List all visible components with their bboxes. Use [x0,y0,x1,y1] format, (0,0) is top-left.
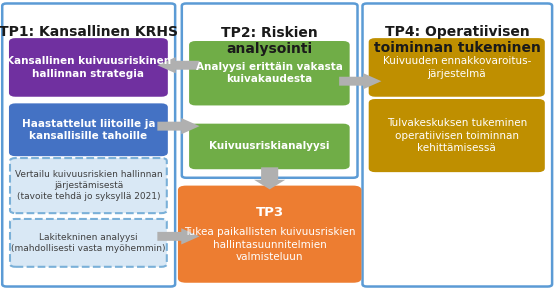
Text: Vertailu kuivuusriskien hallinnan
järjestämisestä
(tavoite tehdä jo syksyllä 202: Vertailu kuivuusriskien hallinnan järjes… [14,170,162,201]
FancyBboxPatch shape [10,104,167,155]
FancyBboxPatch shape [182,3,358,178]
FancyBboxPatch shape [10,219,167,267]
Text: Lakitekninen analyysi
(mahdollisesti vasta myöhemmin): Lakitekninen analyysi (mahdollisesti vas… [11,233,166,253]
Polygon shape [339,73,381,89]
Text: Tukea paikallisten kuivuusriskien
hallintasuunnitelmien
valmisteluun: Tukea paikallisten kuivuusriskien hallin… [184,227,355,262]
Text: Kuivuuden ennakkovaroitus-
järjestelmä: Kuivuuden ennakkovaroitus- järjestelmä [383,56,531,79]
FancyBboxPatch shape [370,100,544,171]
FancyBboxPatch shape [10,158,167,213]
Text: TP4: Operatiivisen
toiminnan tukeminen: TP4: Operatiivisen toiminnan tukeminen [374,25,541,55]
Text: Kuivuusriskianalyysi: Kuivuusriskianalyysi [209,142,330,151]
FancyBboxPatch shape [10,39,167,96]
Text: TP3: TP3 [256,206,284,219]
FancyBboxPatch shape [2,3,175,287]
Polygon shape [157,228,200,244]
Text: Tulvakeskuksen tukeminen
operatiivisen toiminnan
kehittämisessä: Tulvakeskuksen tukeminen operatiivisen t… [386,118,527,153]
Text: TP2: Riskien
analysointi: TP2: Riskien analysointi [221,26,318,56]
Polygon shape [157,118,200,134]
Text: TP1: Kansallinen KRHS: TP1: Kansallinen KRHS [0,25,178,39]
Polygon shape [157,57,200,73]
FancyBboxPatch shape [190,125,349,168]
FancyBboxPatch shape [178,186,361,283]
FancyBboxPatch shape [363,3,552,287]
Polygon shape [254,167,285,189]
FancyBboxPatch shape [190,42,349,104]
Text: Haastattelut liitoille ja
kansallisille tahoille: Haastattelut liitoille ja kansallisille … [22,119,155,141]
Text: Analyysi erittäin vakasta
kuivakaudesta: Analyysi erittäin vakasta kuivakaudesta [196,62,343,84]
Text: Kansallinen kuivuusriskinen
hallinnan strategia: Kansallinen kuivuusriskinen hallinnan st… [6,56,171,79]
FancyBboxPatch shape [370,39,544,96]
